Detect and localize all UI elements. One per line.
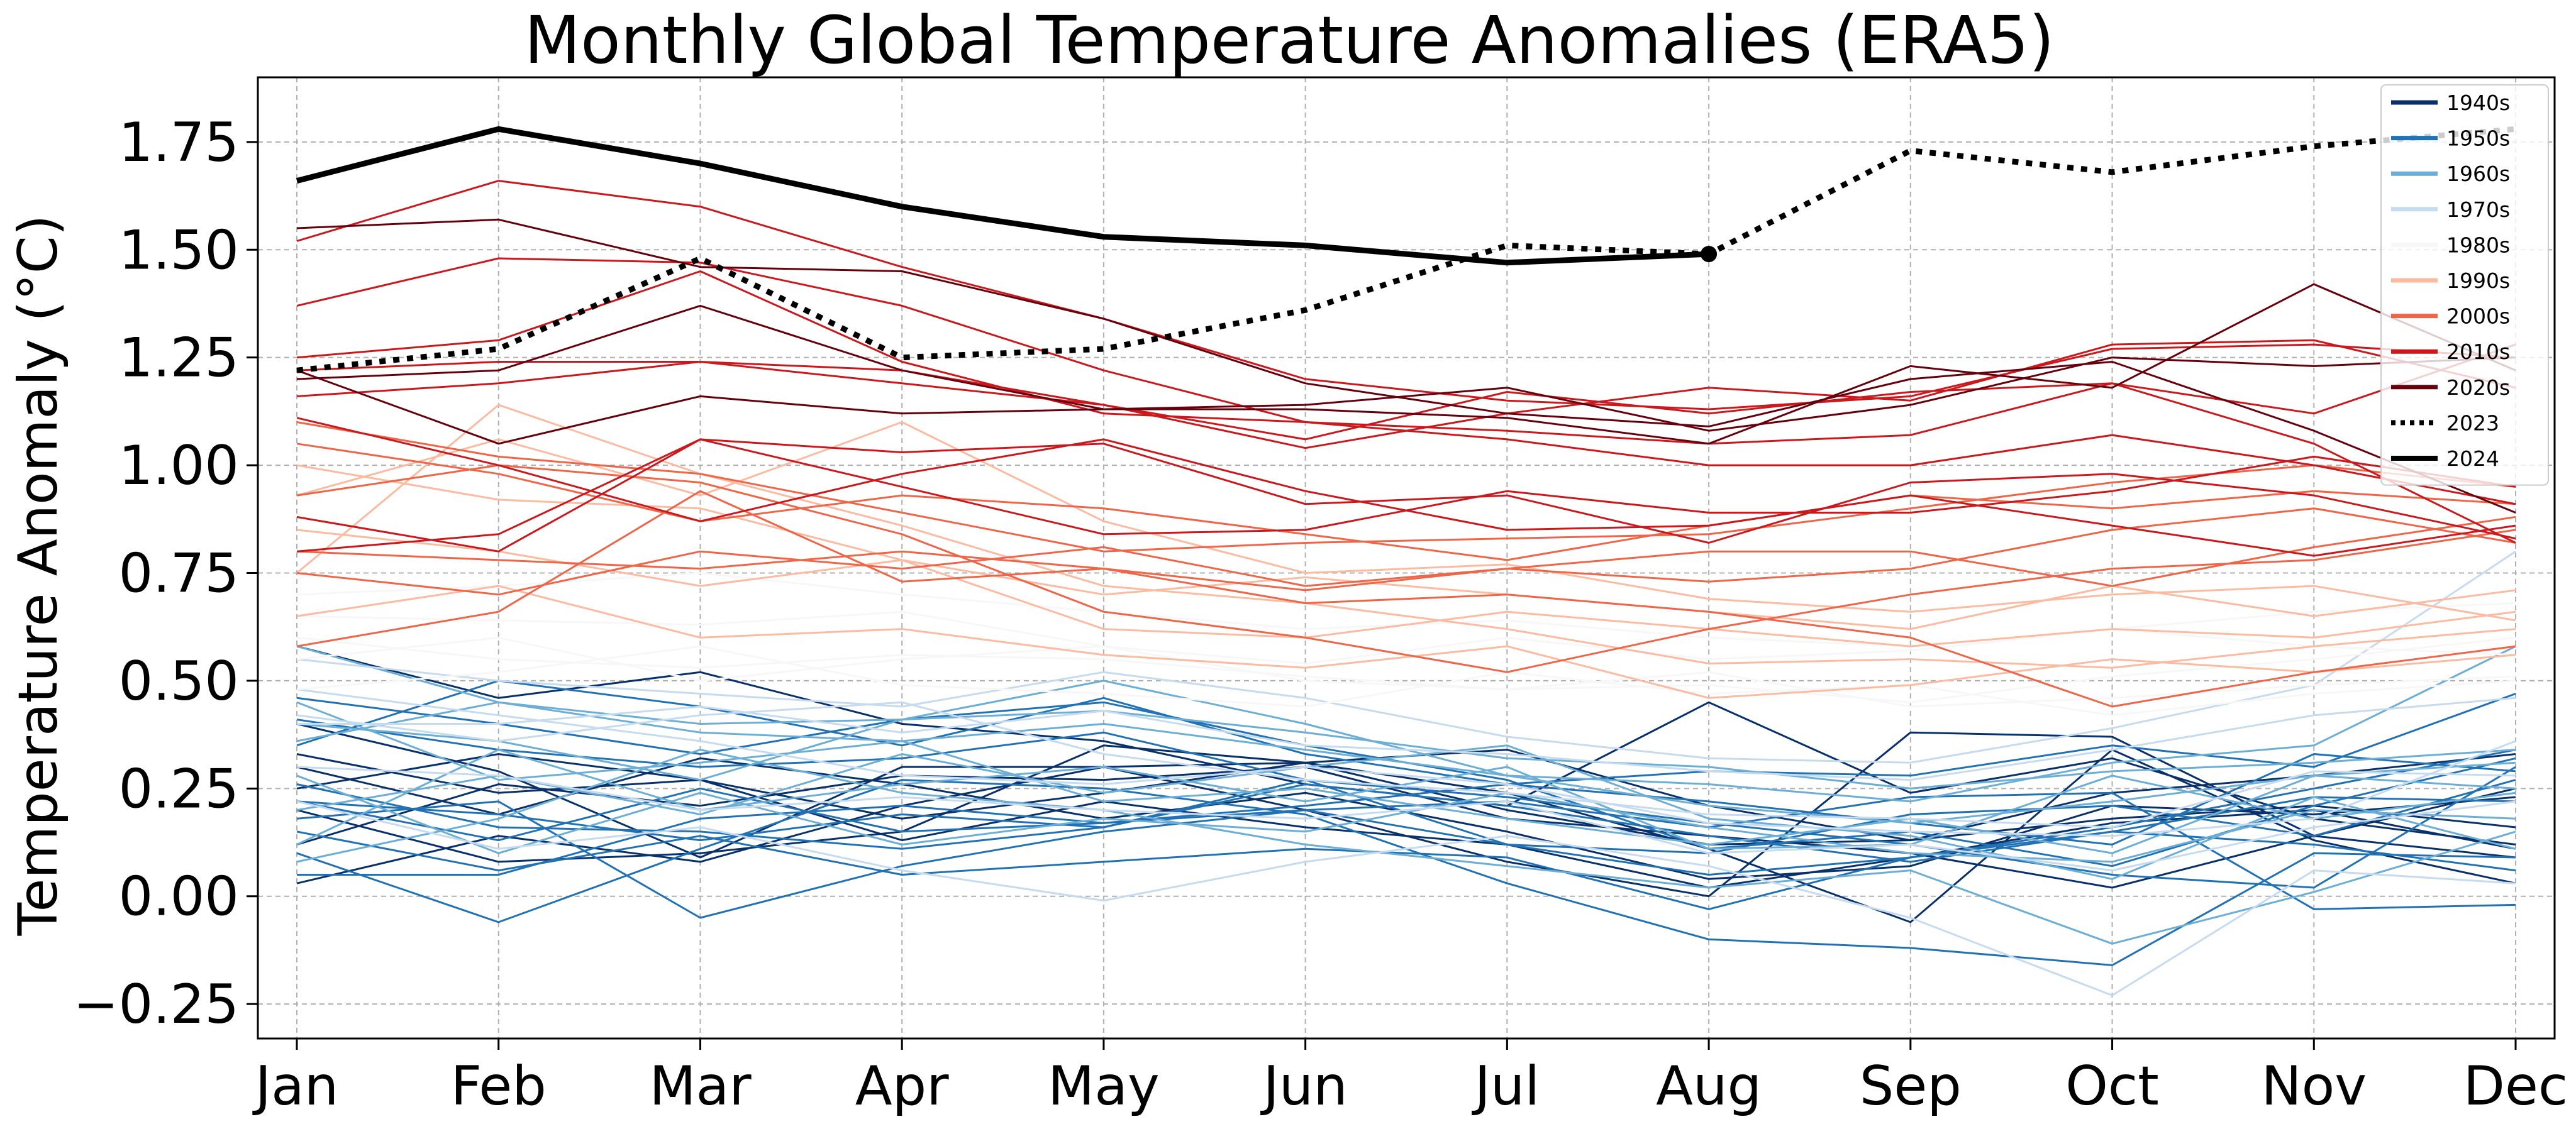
series-line-1960s: [296, 744, 2516, 880]
y-tick-label: 0.25: [119, 758, 239, 820]
series-line-1950s: [296, 791, 2516, 919]
series-line-2010s: [296, 438, 2516, 553]
series-end-marker-2024: [1701, 246, 1718, 263]
y-tick-label: 1.50: [119, 219, 239, 282]
series-line-1990s: [296, 464, 2516, 631]
legend-label-2023: 2023: [2446, 410, 2499, 435]
x-tick-label: Aug: [1656, 1055, 1762, 1118]
series-line-1950s: [296, 749, 2516, 910]
highlight-series-group: [296, 126, 2516, 373]
series-line-1980s: [296, 636, 2516, 708]
grid: [258, 77, 2555, 1039]
series-line-2010s: [296, 180, 2516, 410]
series-line-1970s: [297, 697, 2516, 781]
chart-title: Monthly Global Temperature Anomalies (ER…: [524, 2, 2054, 79]
series-line-1950s: [296, 719, 2516, 889]
x-tick-label: Apr: [855, 1055, 949, 1118]
y-tick-label: 0.75: [119, 542, 239, 605]
legend-label-1980s: 1980s: [2446, 233, 2510, 257]
x-tick-label: Jul: [1471, 1055, 1540, 1118]
series-line-1960s: [296, 701, 2516, 824]
y-tick-label: 0.00: [119, 866, 239, 928]
series-line-2000s: [296, 464, 2516, 673]
series-line-2010s: [296, 339, 2516, 449]
legend-label-2024: 2024: [2446, 446, 2499, 471]
legend-label-2000s: 2000s: [2446, 304, 2510, 329]
series-line-1980s: [296, 636, 2516, 703]
series-line-1980s: [296, 645, 2516, 717]
series-line-1990s: [296, 529, 2516, 647]
series-line-1970s: [296, 766, 2516, 872]
series-line-1990s: [296, 404, 2516, 669]
series-line-1950s: [297, 779, 2516, 876]
series-line-1970s: [296, 701, 2516, 829]
series-group: [296, 180, 2516, 996]
legend: 1940s 1950s 1960s 1970s 1980s 1990s 2000s 2010s…: [2380, 84, 2549, 486]
y-tick-label: 0.50: [119, 650, 239, 713]
y-tick-label: 1.25: [119, 327, 239, 390]
axes: −0.25 0.00 0.25 0.50 0.75 1.00 1.25 1.50 1.75 Jan…: [73, 76, 2568, 1118]
legend-label-1990s: 1990s: [2446, 268, 2510, 293]
series-line-1960s: [296, 749, 2516, 945]
legend-label-2010s: 2010s: [2446, 339, 2510, 364]
legend-label-1970s: 1970s: [2446, 197, 2510, 222]
y-axis-label: Temperature Anomaly (°C): [7, 215, 70, 937]
series-line-2020s: [296, 283, 2516, 445]
y-tick-label: 1.00: [119, 434, 239, 497]
legend-label-2020s: 2020s: [2446, 375, 2510, 400]
series-line-1980s: [296, 610, 2516, 664]
x-tick-label: Oct: [2065, 1055, 2159, 1118]
series-line-2010s: [296, 270, 2516, 505]
x-tick-label: Sep: [1860, 1055, 1962, 1118]
series-line-1960s: [296, 701, 2516, 854]
series-line-1970s: [296, 550, 2516, 764]
plot-area: [258, 77, 2555, 1039]
x-tick-label: Nov: [2261, 1055, 2367, 1118]
series-line-2010s: [296, 438, 2516, 553]
series-line-2000s: [296, 550, 2516, 708]
series-line-2020s: [296, 356, 2516, 445]
series-line-1940s: [296, 731, 2516, 898]
x-tick-label: Mar: [649, 1055, 752, 1118]
x-tick-label: Feb: [451, 1055, 547, 1118]
series-line-1970s: [296, 800, 2516, 996]
series-line-1950s: [296, 680, 2516, 785]
series-line-2024: [296, 126, 1709, 266]
series-line-1960s: [296, 774, 2516, 863]
series-line-2000s: [296, 443, 2516, 561]
series-line-1960s: [296, 749, 2516, 850]
y-tick-label: 1.75: [119, 111, 239, 174]
series-line-1990s: [296, 421, 2516, 622]
x-tick-label: Jan: [252, 1055, 339, 1118]
x-tick-label: Dec: [2463, 1055, 2568, 1118]
series-line-2000s: [296, 421, 2516, 553]
series-line-2020s: [296, 218, 2516, 514]
series-line-2010s: [296, 417, 2516, 557]
legend-label-1960s: 1960s: [2446, 162, 2510, 186]
series-line-2010s: [296, 257, 2516, 544]
legend-label-1950s: 1950s: [2446, 126, 2510, 151]
series-line-1960s: [296, 710, 2516, 790]
y-tick-label: −0.25: [73, 973, 239, 1036]
series-line-1990s: [296, 585, 2516, 699]
series-line-2010s: [296, 343, 2516, 441]
x-tick-label: May: [1048, 1055, 1160, 1118]
axes-frame: [257, 76, 2556, 1040]
series-line-1970s: [296, 688, 2516, 837]
series-line-1940s: [296, 723, 2516, 923]
x-tick-label: Jun: [1260, 1055, 1347, 1118]
series-line-2000s: [296, 507, 2516, 596]
legend-label-1940s: 1940s: [2446, 91, 2510, 115]
